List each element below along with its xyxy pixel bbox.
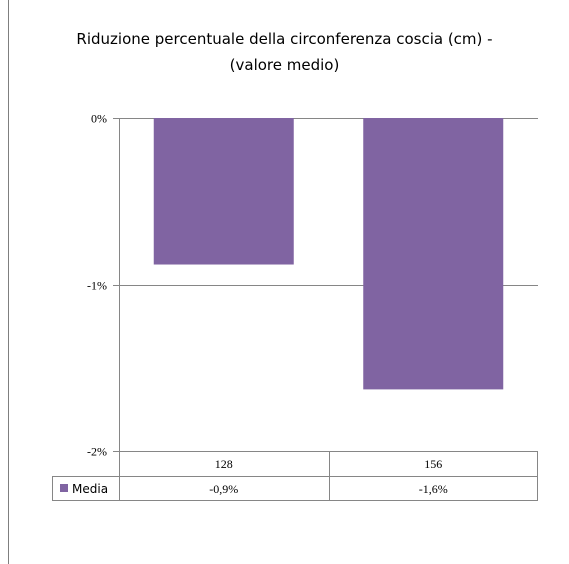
x-tick-label: 156 [424,457,442,471]
bar-128 [153,118,294,265]
chart-title: Riduzione percentuale della circonferenz… [76,30,493,74]
legend-swatch [60,484,68,492]
y-tick-label: 0% [91,112,107,126]
bar-156 [363,118,504,390]
y-tick-label: -1% [87,279,107,293]
y-tick-label: -2% [87,445,107,459]
chart-frame [8,0,569,564]
data-label: -1,6% [419,482,448,496]
legend-label: Media [72,482,108,496]
data-label: -0,9% [209,482,238,496]
x-tick-label: 128 [215,457,233,471]
